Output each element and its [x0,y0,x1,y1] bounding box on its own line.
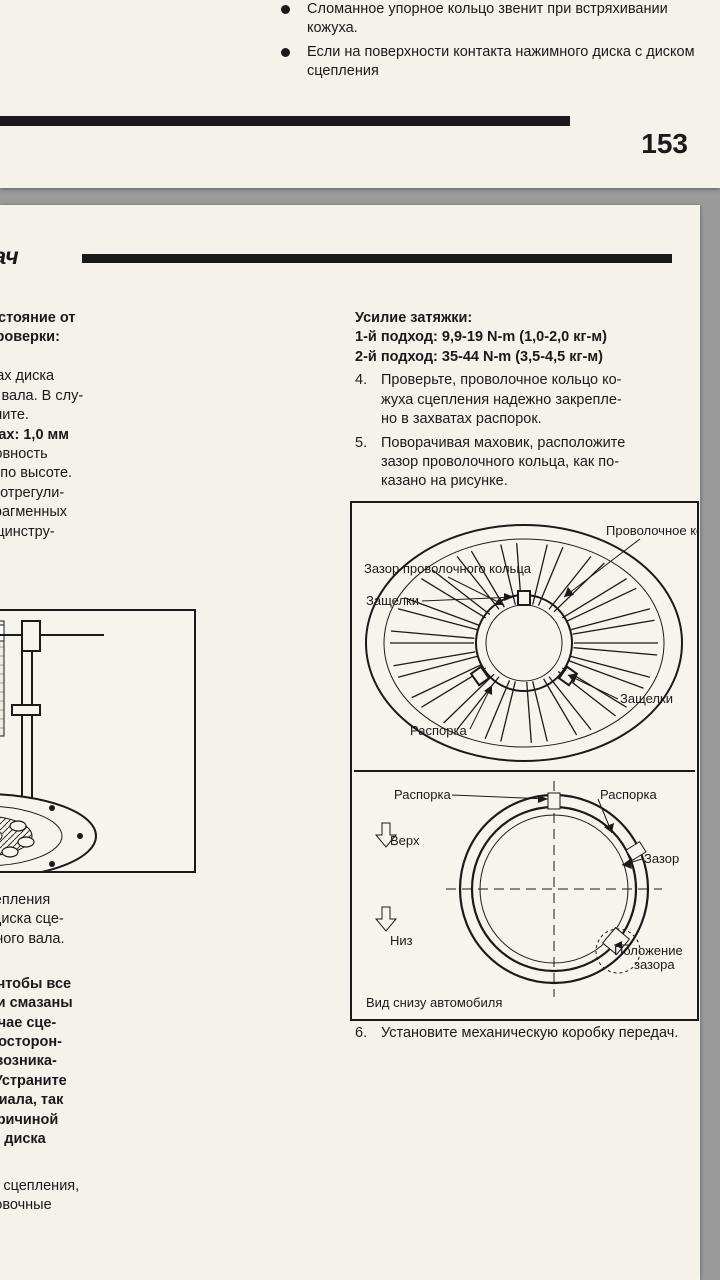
p1: роверьте зазор в шлицах диска цепления и… [0,367,192,425]
label-gappos2: зазора [634,957,675,972]
step-6: 6. Установите механическую коробку перед… [355,1024,700,1043]
top-left-frag: те контактный участок (рас- проволочное … [0,0,152,78]
sheet-main: редач имальное биение/расстояние от а ст… [0,205,700,1280]
frag-line: ение, замените кожух сце- [0,58,152,77]
note-body: титe внимание на то, чтобы все ходимые д… [0,975,192,1169]
label-latch2: Защелки [620,691,673,706]
torque-2: 2-й подход: 35-44 N-m (3,5-4,5 кг-м) [355,348,700,367]
figure-left: 0,3 мм ен- ь [0,609,196,873]
bullet-item: Сломанное упорное кольцо звенит при встр… [275,0,695,39]
torque-1: 1-й подход: 9,9-19 N-m (1,0-2,0 кг-м) [355,328,700,347]
label-spacer2: Распорка [394,787,451,802]
sheet-top: те контактный участок (рас- проволочное … [0,0,720,188]
section-title: редач [0,243,19,270]
label-gap: Зазор [644,851,679,866]
top-right-bullets: Сломанное упорное кольцо звенит при встр… [275,0,695,86]
label-bottom: Низ [390,933,413,948]
note-label: ание: [0,955,192,974]
torque-title: Усилие затяжки: [355,309,700,328]
fig-right-svg: Зазор проволочного кольца Проволочное ко… [352,503,697,1019]
label-wiregap: Зазор проволочного кольца [364,561,532,576]
step-5: 5. Поворачивая маховик, расположите зазо… [355,434,700,492]
label-spacer3: Распорка [600,787,657,802]
label-view: Вид снизу автомобиля [366,995,502,1010]
install-1: анесите смазку для сцепления RI0600010) … [0,891,192,949]
page-number: 153 [641,128,688,160]
spec-runout-2: а ступицы до точки проверки: [0,328,192,347]
section-rule [82,254,672,263]
p2: роверьте высоту и неровность иафрагменны… [0,445,192,562]
spec-runout-3: е 0,7 мм/240 мм [0,348,192,367]
label-wire: Проволочное кольцо [606,523,697,538]
step-4: 4. Проверьте, проволочное кольцо ко- жух… [355,371,700,429]
spec-runout-1: имальное биение/расстояние от [0,309,192,328]
spec-gap: ельный зазор в шлицах: 1,0 мм [0,426,192,445]
label-latch1: Защелки [366,593,419,608]
install-2: становите диск и кожух сцепления, крутит… [0,1177,192,1216]
frag-line: те контактный участок (рас- [0,0,152,19]
frag-line: подшипником на износ и [0,39,152,58]
divider-rule [0,116,570,126]
figure-right: Зазор проволочного кольца Проволочное ко… [350,501,699,1021]
frag-line: проволочное кольцо) с вы- [0,19,152,38]
bullet-text: Сломанное упорное кольцо звенит при встр… [307,1,668,36]
bullet-item: Если на поверхности контакта нажимного д… [275,43,695,82]
fig-left-svg: 0,3 мм ен- ь [0,611,194,871]
label-spacer: Распорка [410,723,467,738]
page: те контактный участок (рас- проволочное … [0,0,720,1280]
bullet-text: Если на поверхности контакта нажимного д… [307,44,695,79]
